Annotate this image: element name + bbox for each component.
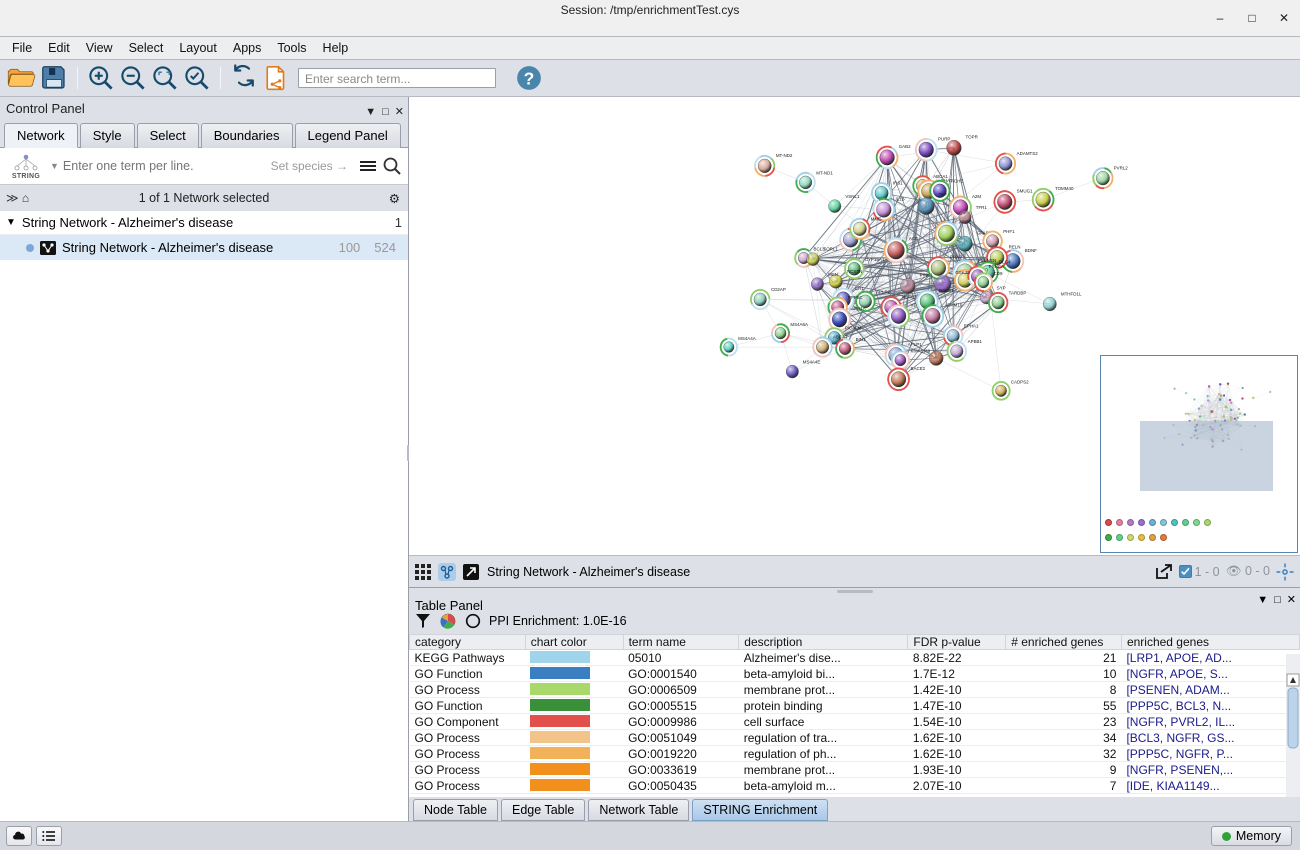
- svg-text:CR1: CR1: [855, 286, 864, 291]
- svg-text:KIAA1149: KIAA1149: [911, 349, 931, 354]
- svg-text:MT-ND2: MT-ND2: [776, 153, 793, 158]
- svg-text:PRNP: PRNP: [950, 254, 962, 259]
- svg-text:MTHFD1L: MTHFD1L: [1061, 291, 1082, 296]
- svg-text:CD2AP: CD2AP: [771, 287, 786, 292]
- svg-text:PICALM: PICALM: [845, 326, 862, 331]
- svg-text:APOE: APOE: [959, 219, 971, 224]
- svg-text:NCSTN: NCSTN: [847, 269, 862, 274]
- svg-text:CD9: CD9: [994, 271, 1003, 276]
- svg-text:MS4A4E: MS4A4E: [803, 359, 821, 364]
- svg-text:?: ?: [524, 69, 535, 89]
- svg-text:CYP19A1: CYP19A1: [865, 257, 885, 262]
- svg-text:MSN: MSN: [828, 272, 838, 277]
- svg-text:BIN1: BIN1: [856, 337, 866, 342]
- svg-text:MT-ND1: MT-ND1: [816, 170, 833, 175]
- svg-text:GSK3B: GSK3B: [955, 270, 970, 275]
- svg-text:PVRL2: PVRL2: [1114, 165, 1129, 170]
- svg-text:ADAMTS2: ADAMTS2: [1017, 151, 1039, 156]
- svg-text:IRS1: IRS1: [893, 181, 903, 186]
- svg-text:MS4A4A: MS4A4A: [738, 336, 757, 341]
- svg-text:VSNL1: VSNL1: [845, 194, 860, 199]
- svg-text:APLP1: APLP1: [908, 342, 922, 347]
- svg-text:PSENEN: PSENEN: [978, 258, 996, 263]
- svg-text:GAB2: GAB2: [899, 144, 911, 149]
- svg-text:PINK1: PINK1: [920, 272, 933, 277]
- svg-text:APH1A: APH1A: [851, 306, 867, 311]
- svg-text:TFR1: TFR1: [976, 205, 988, 210]
- svg-text:APLP2: APLP2: [876, 289, 890, 294]
- svg-text:IL1B: IL1B: [895, 196, 904, 201]
- svg-text:MS4A6A: MS4A6A: [790, 322, 809, 327]
- svg-text:BACE2: BACE2: [911, 366, 926, 371]
- svg-text:PPP5C: PPP5C: [848, 295, 863, 300]
- svg-text:EPHA1: EPHA1: [964, 323, 979, 328]
- svg-text:RELN: RELN: [1009, 244, 1021, 249]
- svg-text:PHF1: PHF1: [1003, 229, 1015, 234]
- svg-text:BDNF: BDNF: [1025, 248, 1037, 253]
- svg-text:TARDBP: TARDBP: [1009, 290, 1027, 295]
- svg-text:SYP: SYP: [997, 285, 1006, 290]
- svg-text:PURP: PURP: [938, 136, 950, 141]
- svg-text:A2M: A2M: [972, 194, 981, 199]
- svg-text:BACE1: BACE1: [939, 288, 954, 293]
- svg-text:TNF: TNF: [939, 192, 948, 197]
- svg-text:ACE: ACE: [909, 236, 918, 241]
- svg-text:SMUG1: SMUG1: [1017, 188, 1033, 193]
- svg-text:TOMM40: TOMM40: [1055, 186, 1074, 191]
- svg-text:ACHE: ACHE: [951, 178, 963, 183]
- svg-text:PSNCA: PSNCA: [989, 264, 1005, 269]
- svg-text:MME: MME: [871, 216, 881, 221]
- svg-text:ADAM10: ADAM10: [944, 303, 962, 308]
- svg-text:TOPR: TOPR: [965, 135, 978, 140]
- svg-text:CADPS2: CADPS2: [1011, 379, 1029, 384]
- svg-text:APBB1: APBB1: [968, 339, 983, 344]
- svg-text:SORL1: SORL1: [823, 247, 838, 252]
